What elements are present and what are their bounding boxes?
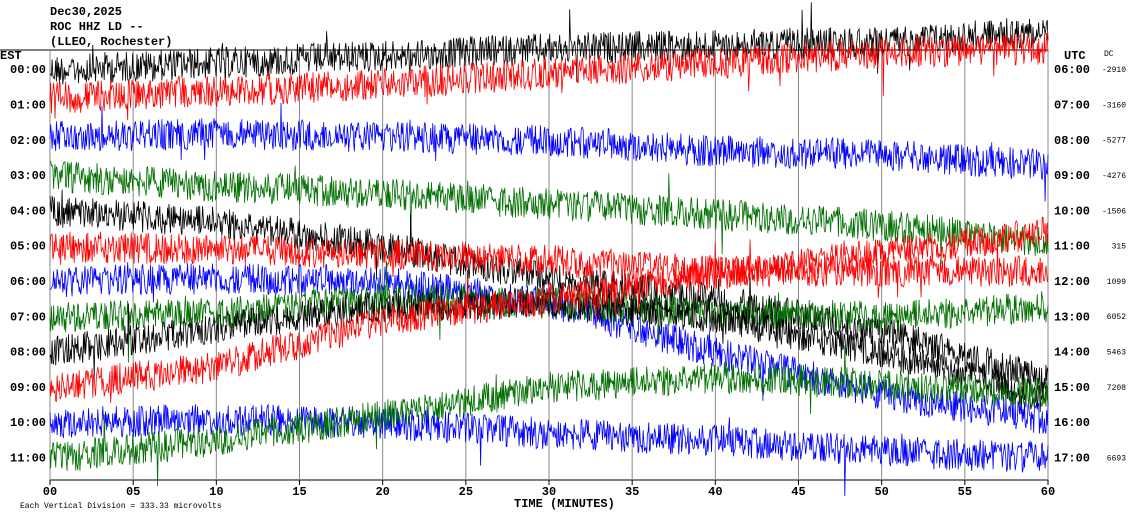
dc-value: -4276	[1102, 172, 1126, 181]
utc-label: 11:00	[1054, 240, 1090, 254]
label-layer: Dec30,2025 ROC HHZ LD -- (LLEO, Rocheste…	[0, 5, 1126, 511]
x-tick-label: 40	[708, 485, 722, 499]
x-tick-label: 25	[459, 485, 473, 499]
est-label: 00:00	[10, 63, 46, 77]
est-label: 01:00	[10, 98, 46, 112]
utc-label: 12:00	[1054, 275, 1090, 289]
trace	[49, 269, 1049, 413]
est-label: 04:00	[10, 204, 46, 218]
trace	[49, 261, 1049, 363]
est-label: 07:00	[10, 310, 46, 324]
footnote: Each Vertical Division = 333.33 microvol…	[20, 502, 222, 511]
location: (LLEO, Rochester)	[50, 35, 172, 49]
utc-label: 06:00	[1054, 63, 1090, 77]
trace	[49, 32, 1049, 121]
x-tick-label: 05	[126, 485, 140, 499]
dc-value: 6052	[1107, 313, 1126, 322]
trace-layer	[49, 2, 1049, 497]
x-tick-label: 15	[292, 485, 306, 499]
dc-value: -1506	[1102, 207, 1126, 216]
dc-value: 5463	[1107, 349, 1126, 358]
utc-label: 17:00	[1054, 451, 1090, 465]
est-label: 02:00	[10, 134, 46, 148]
est-label: 03:00	[10, 169, 46, 183]
trace	[49, 102, 1049, 202]
est-label: 09:00	[10, 381, 46, 395]
est-label: 10:00	[10, 416, 46, 430]
x-tick-label: 10	[209, 485, 223, 499]
utc-label: 09:00	[1054, 169, 1090, 183]
station: ROC HHZ LD --	[50, 20, 144, 34]
x-tick-label: 60	[1041, 485, 1055, 499]
utc-label: 15:00	[1054, 381, 1090, 395]
trace	[49, 216, 1049, 403]
utc-label: 10:00	[1054, 204, 1090, 218]
est-label: 08:00	[10, 346, 46, 360]
x-axis-label: TIME (MINUTES)	[514, 497, 615, 511]
right-axis-label: UTC	[1064, 49, 1086, 63]
x-tick-label: 30	[542, 485, 556, 499]
est-label: 05:00	[10, 240, 46, 254]
utc-label: 07:00	[1054, 98, 1090, 112]
x-tick-label: 45	[791, 485, 805, 499]
utc-label: 16:00	[1054, 416, 1090, 430]
date: Dec30,2025	[50, 5, 122, 19]
trace	[49, 2, 1049, 88]
utc-label: 14:00	[1054, 346, 1090, 360]
dc-value: 6693	[1107, 454, 1126, 463]
dc-value: 315	[1112, 243, 1127, 252]
x-tick-label: 55	[958, 485, 972, 499]
x-tick-label: 20	[375, 485, 389, 499]
dc-label: DC	[1104, 50, 1114, 59]
x-tick-label: 35	[625, 485, 639, 499]
x-tick-label: 50	[874, 485, 888, 499]
trace	[49, 345, 1049, 487]
trace	[49, 231, 1049, 299]
trace	[49, 160, 1049, 265]
utc-label: 13:00	[1054, 310, 1090, 324]
trace	[49, 403, 1049, 497]
est-label: 06:00	[10, 275, 46, 289]
dc-value: -5277	[1102, 137, 1126, 146]
left-axis-label: EST	[0, 49, 22, 63]
dc-value: -3160	[1102, 101, 1126, 110]
est-label: 11:00	[10, 451, 46, 465]
utc-label: 08:00	[1054, 134, 1090, 148]
x-tick-label: 00	[43, 485, 57, 499]
dc-value: -2910	[1102, 66, 1126, 75]
dc-value: 7208	[1107, 384, 1126, 393]
dc-value: 1099	[1107, 278, 1126, 287]
